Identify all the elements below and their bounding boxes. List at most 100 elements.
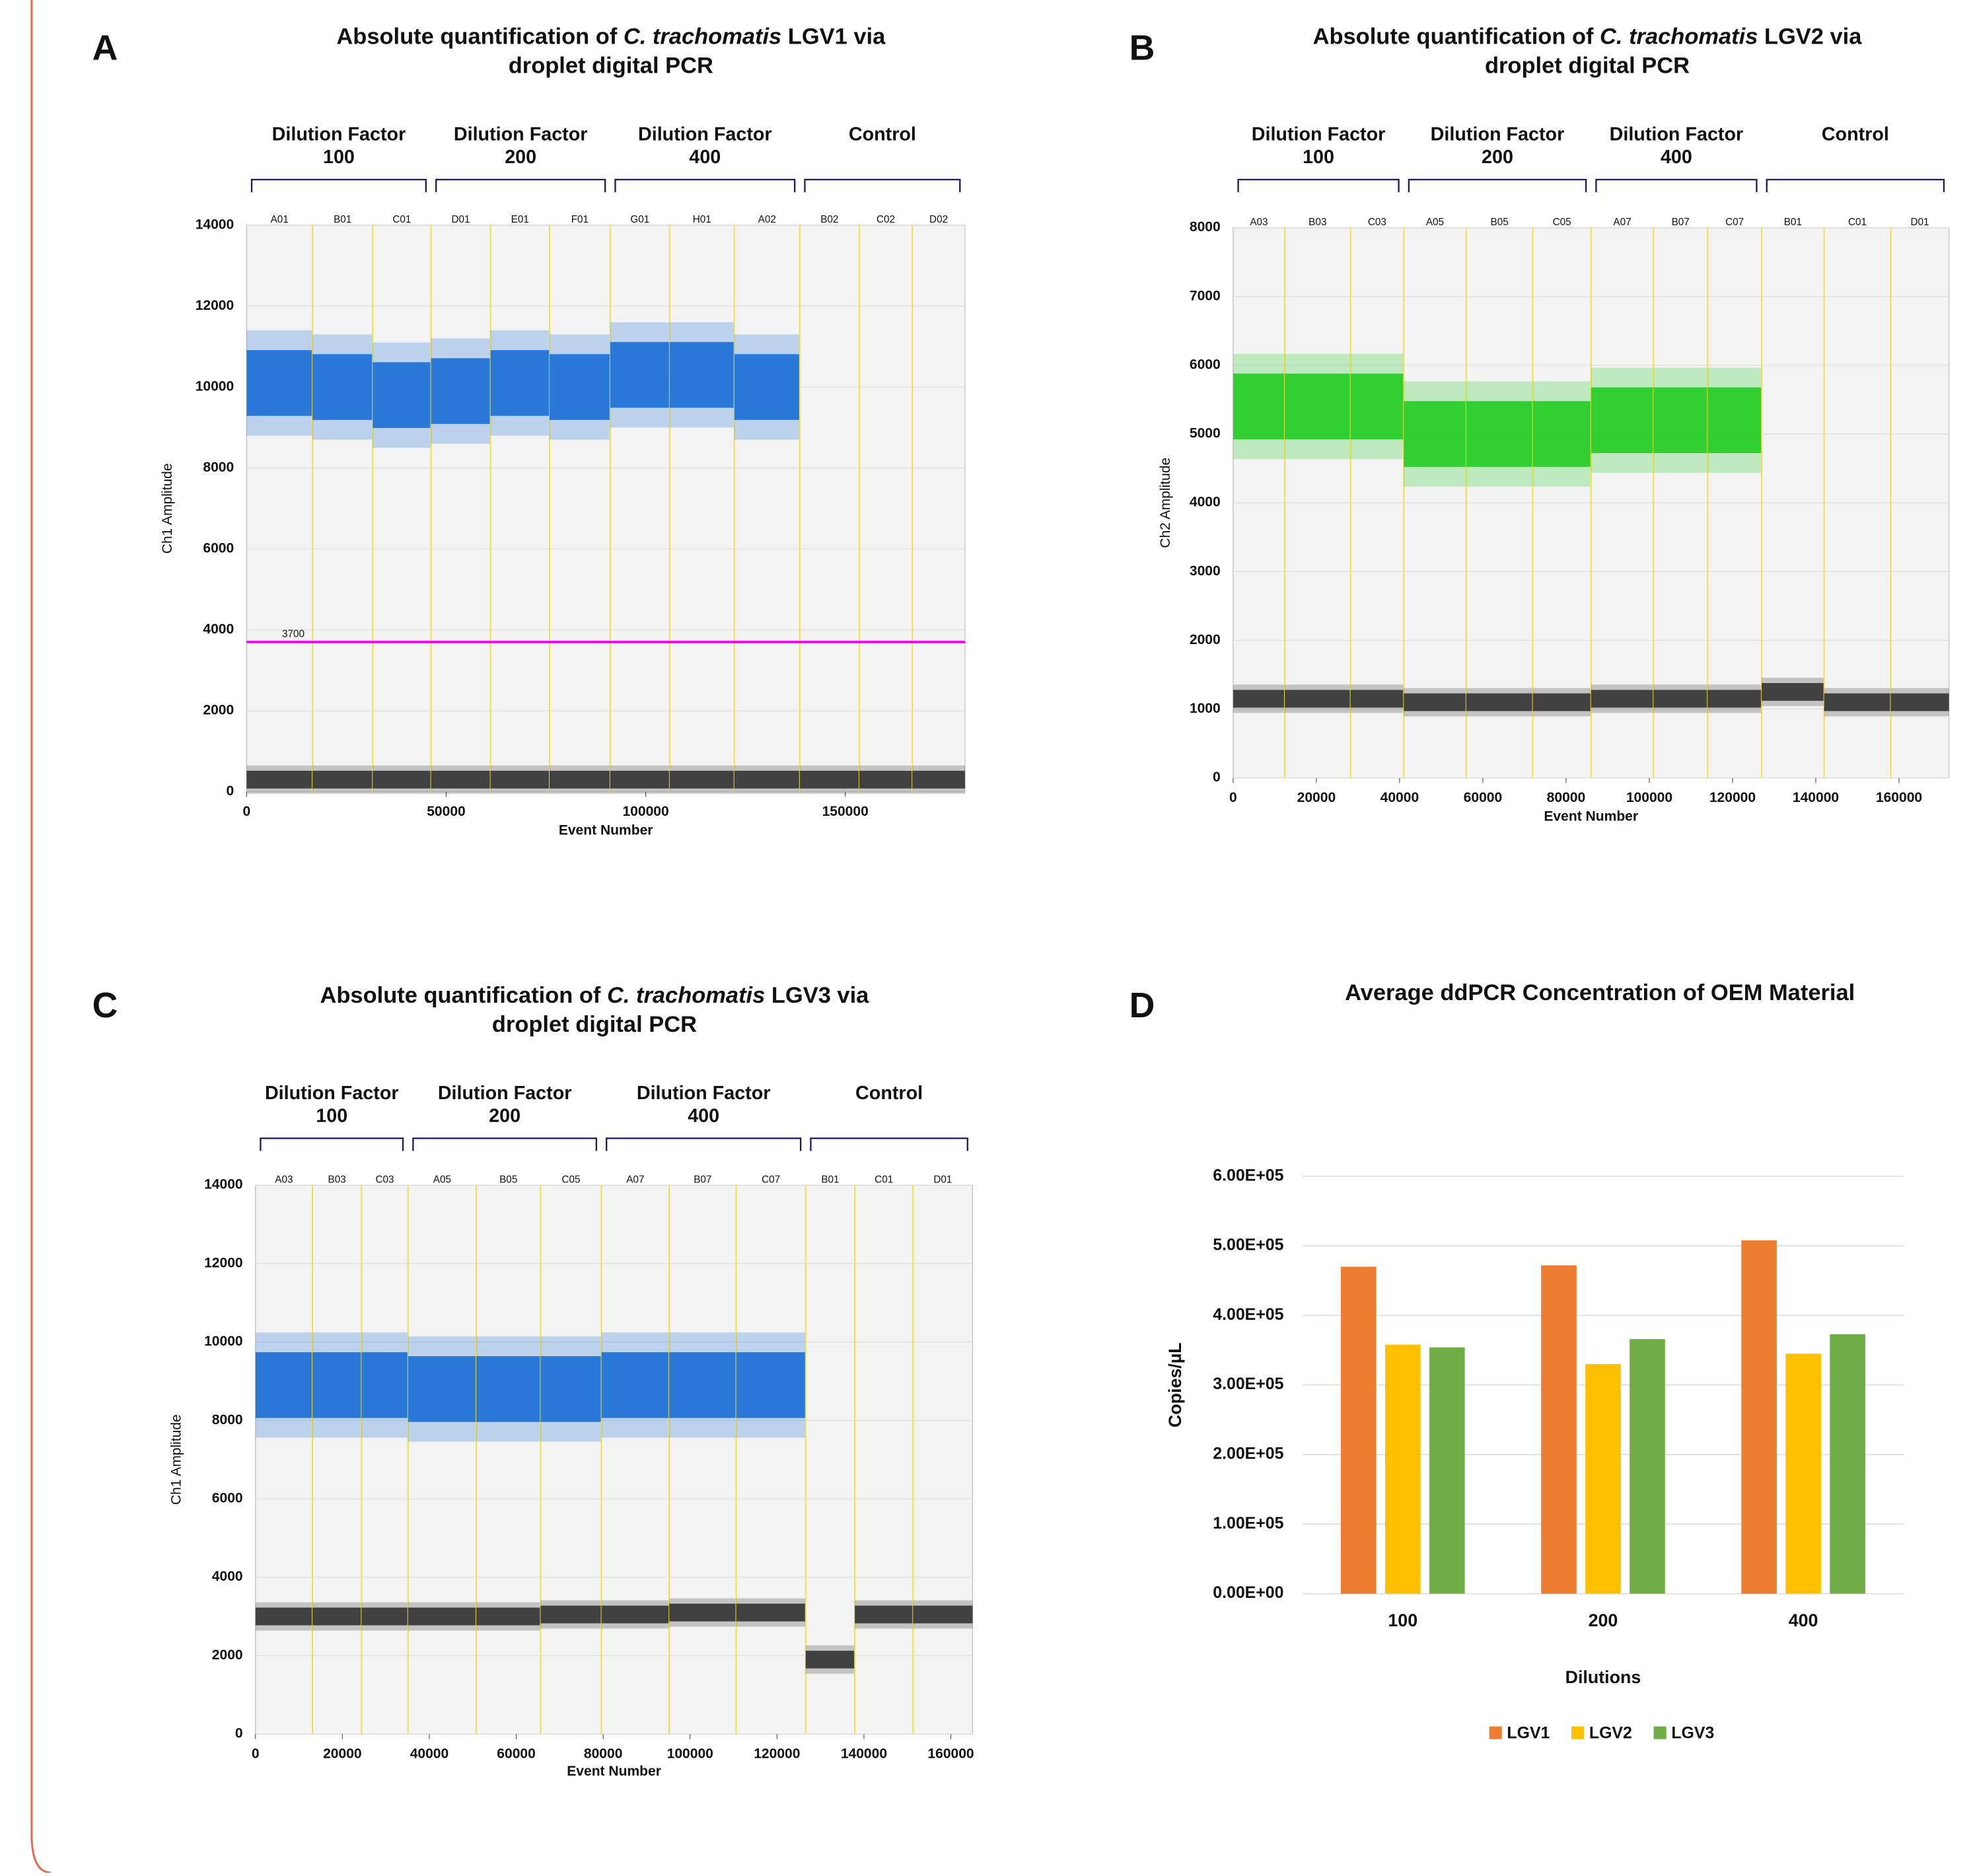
y-axis-label: Ch1 Amplitude bbox=[169, 1414, 184, 1505]
droplet-cluster bbox=[669, 1352, 736, 1418]
droplet-cluster bbox=[734, 354, 800, 420]
x-tick-label: 160000 bbox=[927, 1746, 974, 1761]
group-label: 200 bbox=[1482, 147, 1513, 168]
legend-label: LGV3 bbox=[1671, 1724, 1714, 1743]
well-label: A05 bbox=[433, 1174, 451, 1186]
group-label: 200 bbox=[489, 1105, 520, 1126]
well-label: B01 bbox=[1784, 217, 1802, 228]
well-label: C02 bbox=[877, 214, 895, 225]
group-bracket bbox=[1237, 178, 1400, 193]
y-tick-label: 10000 bbox=[204, 1334, 243, 1349]
well-label: B03 bbox=[328, 1174, 346, 1186]
chart-title: Absolute quantification of C. trachomati… bbox=[320, 983, 870, 1008]
droplet-cluster bbox=[1233, 690, 1285, 708]
group-bracket bbox=[614, 178, 796, 193]
x-tick-label: 0 bbox=[1229, 790, 1237, 805]
chart-title: Average ddPCR Concentration of OEM Mater… bbox=[1345, 980, 1855, 1005]
well-label: A03 bbox=[1250, 217, 1268, 228]
group-label: Dilution Factor bbox=[638, 124, 772, 145]
well-label: C05 bbox=[1553, 217, 1571, 228]
droplet-cluster bbox=[601, 1352, 670, 1418]
x-axis-label: Event Number bbox=[559, 823, 653, 838]
x-tick-label: 100000 bbox=[1626, 790, 1672, 805]
y-tick-label: 7000 bbox=[1190, 288, 1221, 303]
droplet-cluster bbox=[912, 770, 965, 789]
bar bbox=[1340, 1266, 1377, 1594]
title-segment: LGV2 via bbox=[1758, 24, 1862, 50]
bar bbox=[1630, 1339, 1665, 1594]
title-segment: LGV1 via bbox=[781, 24, 886, 50]
y-tick-label: 6000 bbox=[1190, 357, 1221, 372]
group-bracket bbox=[804, 178, 961, 193]
droplet-cluster bbox=[361, 1607, 408, 1626]
chart-title: droplet digital PCR bbox=[492, 1012, 697, 1037]
group-label: 400 bbox=[689, 147, 721, 168]
x-tick-label: 60000 bbox=[497, 1746, 536, 1761]
droplet-cluster bbox=[312, 770, 373, 789]
y-tick-label: 4000 bbox=[203, 622, 234, 637]
droplet-cluster bbox=[669, 770, 735, 789]
x-tick-label: 140000 bbox=[1793, 790, 1839, 805]
group-label: 100 bbox=[1303, 147, 1334, 168]
droplet-cluster bbox=[312, 1607, 362, 1626]
droplet-cluster bbox=[859, 770, 913, 789]
group-bracket bbox=[1766, 178, 1945, 193]
y-axis-label: Ch1 Amplitude bbox=[160, 463, 175, 554]
x-tick-label: 20000 bbox=[323, 1746, 362, 1761]
group-bracket bbox=[810, 1137, 968, 1151]
well-label: E01 bbox=[511, 214, 529, 225]
x-tick-label: 140000 bbox=[841, 1746, 887, 1761]
droplet-cluster bbox=[1466, 401, 1533, 467]
x-tick-label: 200 bbox=[1589, 1610, 1618, 1630]
y-tick-label: 5.00E+05 bbox=[1213, 1236, 1283, 1254]
title-segment: droplet digital PCR bbox=[492, 1012, 697, 1037]
group-label: Dilution Factor bbox=[1610, 124, 1744, 145]
droplet-cluster bbox=[540, 1356, 602, 1422]
group-label: 200 bbox=[505, 147, 536, 168]
title-segment: Absolute quantification of bbox=[320, 983, 607, 1008]
droplet-cluster bbox=[431, 358, 491, 424]
droplet-cluster bbox=[1350, 690, 1404, 708]
y-tick-label: 4000 bbox=[1190, 495, 1221, 510]
well-label: D02 bbox=[929, 214, 948, 225]
title-segment: droplet digital PCR bbox=[1485, 54, 1690, 79]
well-label: B03 bbox=[1309, 217, 1326, 228]
droplet-cluster bbox=[601, 1605, 670, 1624]
droplet-cluster bbox=[669, 342, 735, 408]
droplet-cluster bbox=[913, 1605, 973, 1624]
group-bracket bbox=[606, 1137, 802, 1151]
group-label: 400 bbox=[688, 1105, 719, 1126]
droplet-cluster bbox=[1824, 693, 1891, 711]
group-label: 100 bbox=[316, 1105, 347, 1126]
title-segment: Absolute quantification of bbox=[1313, 24, 1600, 50]
droplet-cluster bbox=[1653, 690, 1708, 708]
droplet-cluster bbox=[1532, 401, 1591, 467]
droplet-cluster bbox=[1404, 693, 1466, 711]
chart-title: droplet digital PCR bbox=[509, 54, 713, 79]
well-label: B07 bbox=[1672, 217, 1690, 228]
y-tick-label: 1000 bbox=[1190, 701, 1221, 716]
y-tick-label: 8000 bbox=[212, 1412, 243, 1427]
y-tick-label: 3.00E+05 bbox=[1213, 1375, 1283, 1393]
y-tick-label: 0 bbox=[1213, 770, 1221, 785]
well-label: C03 bbox=[375, 1174, 394, 1186]
group-label: Dilution Factor bbox=[1431, 124, 1565, 145]
droplet-cluster bbox=[1591, 387, 1654, 453]
y-tick-label: 2000 bbox=[1190, 632, 1221, 647]
threshold-label: 3700 bbox=[282, 628, 305, 639]
title-segment: C. trachomatis bbox=[607, 983, 765, 1008]
group-label: Control bbox=[1822, 124, 1889, 145]
panel-letter: D bbox=[1130, 986, 1155, 1025]
y-tick-label: 8000 bbox=[203, 460, 234, 475]
y-tick-label: 3000 bbox=[1190, 563, 1221, 579]
y-tick-label: 0 bbox=[227, 783, 234, 799]
well-label: A05 bbox=[1426, 217, 1444, 228]
droplet-cluster bbox=[669, 1603, 736, 1622]
droplet-cluster bbox=[1350, 373, 1404, 440]
droplet-cluster bbox=[246, 770, 313, 789]
x-tick-label: 100 bbox=[1388, 1610, 1417, 1630]
well-label: C05 bbox=[561, 1174, 580, 1186]
y-tick-label: 0.00E+00 bbox=[1213, 1583, 1283, 1602]
well-label: D01 bbox=[452, 214, 470, 225]
well-label: C03 bbox=[1368, 217, 1386, 228]
